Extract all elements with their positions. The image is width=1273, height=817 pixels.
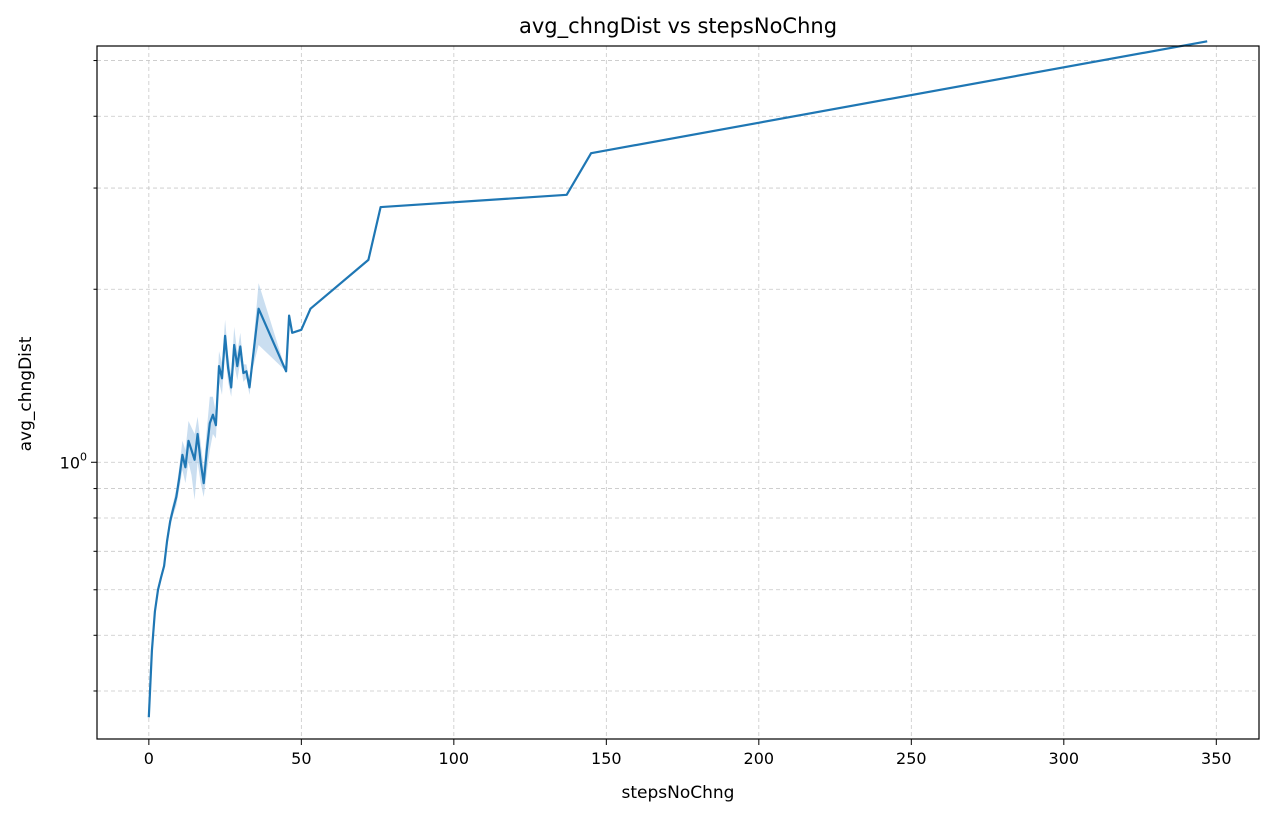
y-axis-label: avg_chngDist xyxy=(16,336,36,451)
grid-lines xyxy=(97,46,1259,739)
x-tick-label: 0 xyxy=(144,749,154,768)
confidence-band xyxy=(148,41,1208,718)
x-tick-label: 100 xyxy=(439,749,470,768)
y-tick-label: 100 xyxy=(60,450,87,472)
series-line xyxy=(147,40,1208,718)
x-tick-label: 300 xyxy=(1049,749,1080,768)
chart-title: avg_chngDist vs stepsNoChng xyxy=(519,14,837,39)
plot-frame xyxy=(96,45,1260,740)
x-tick-label: 200 xyxy=(744,749,775,768)
x-tick-label: 250 xyxy=(896,749,927,768)
x-tick-label: 50 xyxy=(291,749,311,768)
x-axis-label: stepsNoChng xyxy=(622,783,735,803)
x-tick-label: 150 xyxy=(591,749,622,768)
x-tick-label: 350 xyxy=(1201,749,1232,768)
axis-ticks: 0 50 100 150 200 250 300 350 100 xyxy=(60,60,1232,768)
